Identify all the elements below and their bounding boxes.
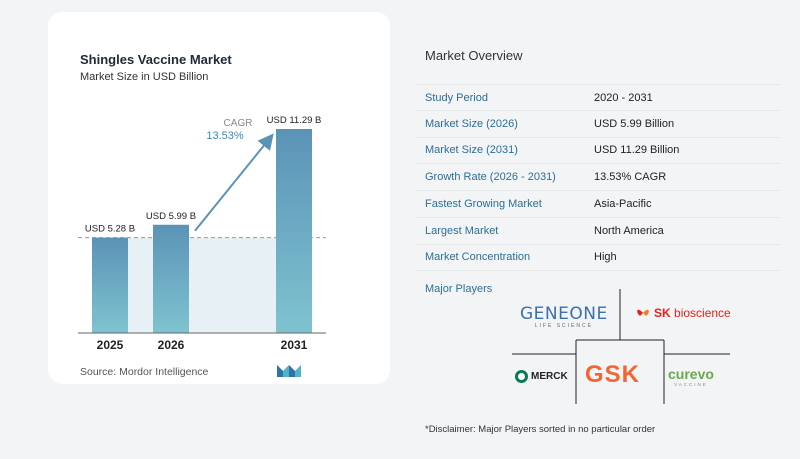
overview-key: Market Concentration: [425, 251, 531, 264]
sk-bioscience-logo: SK bioscience: [634, 304, 731, 322]
overview-row: Study Period 2020 - 2031: [416, 84, 780, 111]
tick-label-2026: 2026: [158, 338, 185, 352]
overview-row: Market Size (2026) USD 5.99 Billion: [416, 111, 780, 138]
cagr-label: CAGR: [224, 118, 253, 129]
overview-value: High: [594, 251, 617, 264]
overview-value: North America: [594, 224, 664, 237]
reference-band: [128, 237, 276, 333]
overview-value: Asia-Pacific: [594, 197, 652, 210]
curevo-logo: curevo VACCINE: [668, 366, 714, 387]
data-label-2025: USD 5.28 B: [85, 224, 135, 235]
overview-key: Study Period: [425, 92, 488, 104]
gsk-logo: GSK: [585, 361, 641, 388]
overview-title: Market Overview: [425, 48, 523, 63]
overview-key: Market Size (2031): [425, 144, 518, 157]
major-players-label: Major Players: [425, 283, 493, 295]
bar-2026: [153, 224, 189, 333]
overview-key: Fastest Growing Market: [425, 197, 542, 210]
tick-label-2031: 2031: [281, 338, 308, 352]
source-text: Source: Mordor Intelligence: [80, 366, 209, 378]
overview-value: USD 11.29 Billion: [594, 144, 680, 157]
merck-logo: MERCK: [515, 370, 568, 383]
bar-2031: [276, 129, 312, 333]
tick-label-2025: 2025: [97, 338, 124, 352]
overview-row: Growth Rate (2026 - 2031) 13.53% CAGR: [416, 164, 780, 192]
disclaimer-text: *Disclaimer: Major Players sorted in no …: [425, 424, 656, 435]
bar-2025: [92, 237, 128, 333]
bar-chart: USD 5.28 B 2025 USD 5.99 B 2026 USD 11.29 B 2…: [78, 115, 326, 352]
cagr-arrow: [194, 133, 274, 232]
overview-row: Fastest Growing Market Asia-Pacific: [416, 191, 780, 218]
overview-value: USD 5.99 Billion: [594, 117, 675, 130]
overview-value: 2020 - 2031: [594, 92, 653, 104]
data-label-2026: USD 5.99 B: [146, 211, 196, 222]
overview-row: Market Concentration High: [416, 244, 780, 272]
data-label-2031: USD 11.29 B: [267, 115, 322, 126]
overview-key: Market Size (2026): [425, 117, 518, 130]
geneone-logo: GENEONE LIFE SCIENCE: [520, 304, 608, 329]
chart-subtitle: Market Size in USD Billion: [80, 71, 209, 83]
sk-butterfly-icon: [637, 309, 649, 316]
overview-key: Growth Rate (2026 - 2031): [425, 171, 556, 184]
overview-row: Market Size (2031) USD 11.29 Billion: [416, 137, 780, 165]
cagr-value: 13.53%: [206, 130, 244, 142]
chart-title: Shingles Vaccine Market: [80, 52, 232, 67]
overview-row: Largest Market North America: [416, 218, 780, 245]
overview-key: Largest Market: [425, 224, 499, 237]
overview-value: 13.53% CAGR: [594, 171, 667, 184]
merck-icon: [515, 370, 528, 383]
mordor-logo-icon: [277, 365, 301, 377]
